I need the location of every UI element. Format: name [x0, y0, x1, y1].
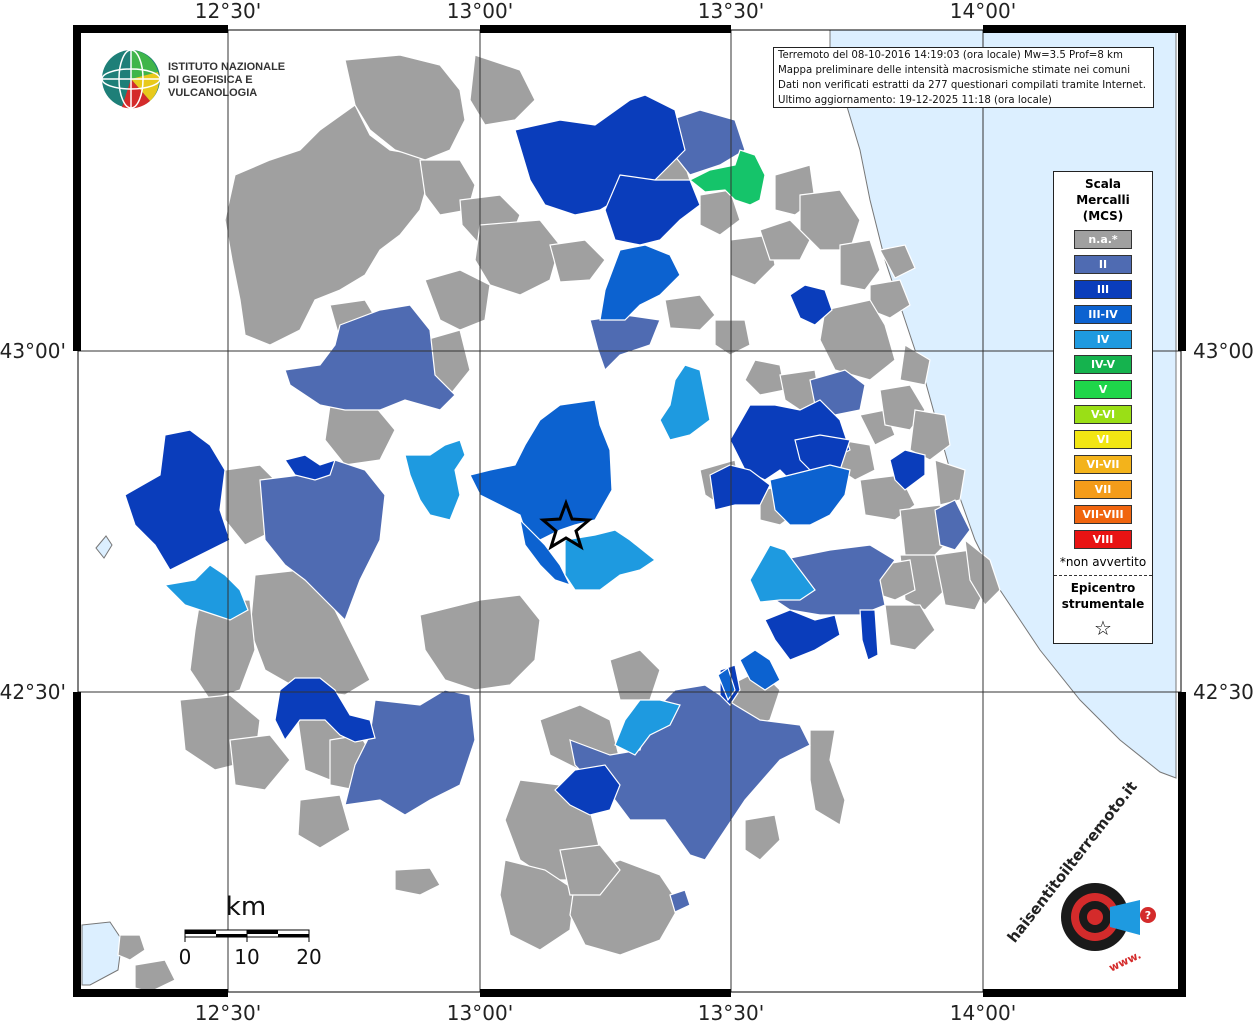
legend-item: VII [1074, 480, 1132, 499]
lat-label-right-1: 43°00' [1193, 339, 1255, 363]
ingv-logo: ISTITUTO NAZIONALE DI GEOFISICA E VULCAN… [100, 47, 320, 111]
lon-label-bottom-3: 13°30' [698, 1001, 764, 1024]
event-info-line4: Ultimo aggiornamento: 19-12-2025 11:18 (… [778, 95, 1052, 106]
legend-item: VIII [1074, 530, 1132, 549]
legend-epicentre-line2: strumentale [1061, 597, 1145, 611]
legend-item: V-VI [1074, 405, 1132, 424]
legend-star-icon: ☆ [1094, 616, 1112, 640]
legend-title-line1: Scala [1084, 177, 1122, 191]
municipalities-iv [163, 364, 816, 756]
legend-item: IV-V [1074, 355, 1132, 374]
mcs-legend: Scala Mercalli (MCS) n.a.* II III III-IV IV I… [1053, 171, 1153, 644]
legend-note: *non avvertito [1059, 555, 1147, 569]
lon-label-bottom-1: 12°30' [195, 1001, 261, 1024]
municipalities-iii [124, 94, 926, 816]
scale-tick-0: 0 [179, 945, 192, 969]
legend-epicentre-line1: Epicentro [1070, 581, 1136, 595]
event-info-line3: Dati non verificati estratti da 277 ques… [778, 80, 1146, 91]
lon-label-top-4: 14°00' [950, 0, 1016, 23]
lon-label-top-1: 12°30' [195, 0, 261, 23]
legend-divider [1054, 575, 1152, 576]
lake-patch [81, 921, 123, 986]
ingv-name-line2: DI GEOFISICA E VULCANOLOGIA [168, 74, 258, 99]
lat-label-right-2: 42°30' [1193, 680, 1255, 704]
legend-item: VI-VII [1074, 455, 1132, 474]
lon-label-top-3: 13°30' [698, 0, 764, 23]
scale-unit: km [226, 892, 266, 922]
lon-label-bottom-4: 14°00' [950, 1001, 1016, 1024]
legend-item: VII-VIII [1074, 505, 1132, 524]
lat-label-left-1: 43°00' [0, 339, 66, 363]
svg-text:?: ? [1145, 909, 1151, 922]
scale-tick-20: 20 [296, 945, 321, 969]
event-info-line2: Mappa preliminare delle intensità macros… [778, 65, 1131, 76]
lon-label-bottom-2: 13°00' [447, 1001, 513, 1024]
ingv-name-line1: ISTITUTO NAZIONALE [168, 61, 286, 73]
legend-item: n.a.* [1074, 230, 1132, 249]
globe-icon [101, 49, 161, 109]
legend-epicentre-label: Epicentro strumentale [1054, 580, 1152, 612]
legend-item: VI [1074, 430, 1132, 449]
epicentre-star [539, 498, 593, 551]
municipalities-ii [259, 109, 971, 913]
lat-label-left-2: 42°30' [0, 680, 66, 704]
ingv-name: ISTITUTO NAZIONALE DI GEOFISICA E VULCAN… [168, 61, 320, 100]
legend-item: III-IV [1074, 305, 1132, 324]
event-info-box: Terremoto del 08-10-2016 14:19:03 (ora l… [773, 47, 1154, 108]
legend-items: n.a.* II III III-IV IV IV-V V V-VI VI VI-VII VII VI… [1054, 230, 1152, 549]
scale-tick-10: 10 [234, 945, 259, 969]
municipalities-na [117, 54, 1001, 993]
legend-item: IV [1074, 330, 1132, 349]
graticule [78, 30, 1181, 992]
event-info-line1: Terremoto del 08-10-2016 14:19:03 (ora l… [778, 50, 1123, 61]
legend-title-line3: (MCS) [1082, 209, 1124, 223]
municipalities-iii-iv [469, 244, 851, 702]
frame-border-ticks [73, 25, 1186, 997]
legend-item: III [1074, 280, 1132, 299]
legend-item: V [1074, 380, 1132, 399]
hsit-logo: ? haisentitoilterremoto.it www. [1004, 778, 1170, 980]
legend-title: Scala Mercalli (MCS) [1054, 176, 1152, 224]
legend-title-line2: Mercalli [1076, 193, 1130, 207]
lake-patch [95, 535, 113, 559]
legend-item: II [1074, 255, 1132, 274]
seismograph-logo-icon: ? [1061, 883, 1156, 951]
scale-bar [184, 929, 310, 942]
lon-label-top-2: 13°00' [447, 0, 513, 23]
